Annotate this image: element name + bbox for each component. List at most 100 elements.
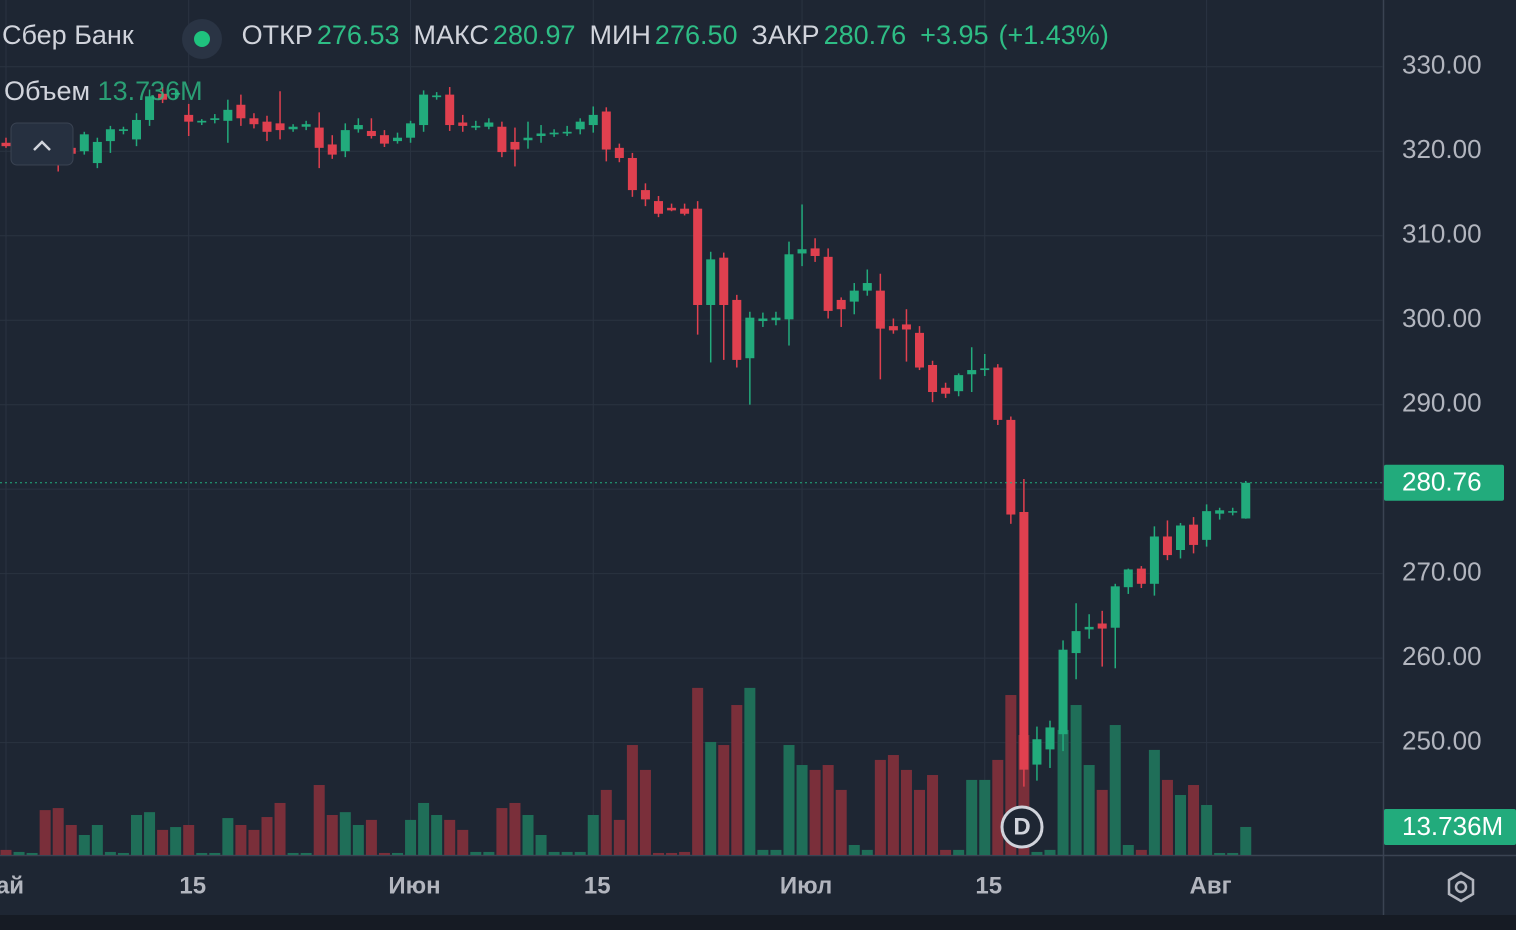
volume-bar — [914, 789, 925, 855]
y-tick-label: 260.00 — [1402, 641, 1482, 671]
candle-body — [588, 114, 598, 126]
y-tick-label: 330.00 — [1402, 50, 1482, 80]
open-title: ОТКР — [241, 20, 313, 50]
candle-body — [875, 290, 885, 329]
volume-bar — [117, 852, 129, 855]
volume-title: Объем — [4, 76, 91, 106]
volume-bar — [274, 802, 286, 855]
y-tick-label: 320.00 — [1402, 134, 1482, 164]
volume-bar — [1109, 725, 1121, 855]
volume-bar — [457, 829, 469, 855]
candle-body — [1228, 511, 1238, 513]
candle-body — [745, 317, 755, 359]
volume-bar — [940, 849, 952, 855]
volume-bar — [626, 745, 638, 855]
volume-bar — [1135, 849, 1147, 855]
candle-body — [1136, 568, 1146, 584]
volume-bar — [170, 827, 182, 855]
volume-bar — [1096, 789, 1108, 855]
candle-body — [654, 201, 663, 214]
volume-bar — [574, 851, 586, 855]
candle-body — [732, 299, 742, 360]
volume-bar — [966, 779, 978, 855]
volume-bar — [587, 815, 599, 855]
volume-bar — [1031, 851, 1043, 855]
candle-body — [197, 120, 207, 123]
volume-bar — [144, 812, 156, 855]
candle-body — [301, 124, 311, 127]
candle-body — [184, 114, 194, 122]
volume-bar — [104, 851, 116, 855]
candle-body — [1215, 510, 1225, 514]
volume-bar — [365, 819, 377, 855]
volume-bar — [1083, 765, 1095, 855]
candle-body — [92, 141, 102, 164]
volume-bar — [431, 815, 443, 855]
volume-value: 13.736M — [97, 76, 203, 106]
volume-bar — [874, 759, 886, 855]
candle-body — [706, 259, 716, 305]
x-tick-label: 15 — [584, 872, 611, 899]
volume-bar — [953, 849, 965, 855]
volume-bar — [1122, 845, 1134, 855]
candle-body — [118, 129, 128, 131]
volume-bar — [1070, 705, 1082, 855]
last-volume-badge — [1384, 808, 1516, 845]
event-marker-label: D — [1013, 813, 1030, 840]
candle-body — [758, 318, 768, 322]
candle-body — [640, 190, 650, 200]
bottom-bar — [0, 915, 1516, 930]
candle-body — [862, 283, 872, 291]
volume-bar — [757, 849, 769, 855]
low-title: МИН — [589, 20, 651, 50]
candle-body — [1110, 586, 1120, 628]
close-value: 280.76 — [823, 20, 907, 50]
volume-bar — [1148, 749, 1160, 855]
collapse-button[interactable] — [10, 122, 74, 166]
volume-bar — [313, 785, 325, 855]
candle-body — [888, 326, 898, 331]
volume-bar — [287, 852, 299, 855]
candle-body — [928, 364, 938, 393]
volume-bar — [131, 815, 142, 855]
candle-body — [836, 299, 846, 310]
candle-body — [680, 208, 690, 214]
candle-body — [536, 133, 546, 137]
volume-bar — [13, 851, 25, 855]
candle-body — [275, 123, 285, 131]
volume-bar — [744, 687, 756, 855]
candle-body — [627, 157, 637, 191]
candle-body — [719, 257, 729, 305]
low-value: 276.50 — [654, 20, 738, 50]
candle-body — [784, 254, 794, 320]
volume-bar — [1201, 805, 1213, 855]
event-marker[interactable] — [1000, 805, 1044, 849]
volume-bar — [326, 815, 338, 855]
candle-body — [941, 387, 951, 394]
volume-bar — [900, 769, 912, 855]
candle-body — [1097, 623, 1107, 629]
settings-icon[interactable] — [1447, 871, 1475, 903]
candle-body — [823, 256, 833, 311]
close-title: ЗАКР — [751, 20, 820, 50]
candle-body — [393, 137, 402, 142]
volume-bar — [1227, 852, 1239, 855]
volume-bar — [1175, 795, 1186, 855]
candle-body — [1045, 727, 1055, 750]
candle-body — [262, 121, 272, 132]
candle-body — [667, 207, 677, 211]
candle-body — [432, 95, 442, 98]
volume-bar — [26, 852, 38, 855]
volume-bar — [861, 849, 873, 855]
volume-bar — [679, 851, 691, 855]
volume-bar — [196, 852, 208, 855]
candle-body — [693, 208, 703, 305]
volume-bar — [222, 818, 234, 855]
candle-body — [406, 123, 416, 138]
candle-body — [1, 142, 11, 147]
y-tick-label: 300.00 — [1402, 303, 1482, 333]
last-volume-label: 13.736M — [1402, 811, 1503, 841]
candle-body — [1032, 739, 1042, 765]
volume-bar — [887, 755, 899, 855]
